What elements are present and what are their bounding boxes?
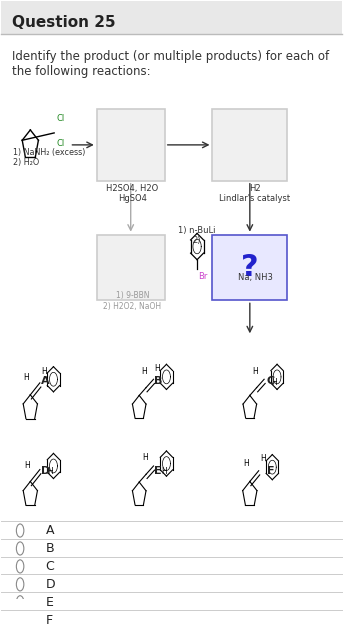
Text: H: H	[141, 367, 147, 376]
Text: E: E	[154, 466, 162, 475]
Text: Cl: Cl	[57, 139, 65, 148]
Text: Identify the product (or multiple products) for each of the following reactions:: Identify the product (or multiple produc…	[12, 50, 329, 78]
Text: H: H	[23, 373, 29, 382]
Text: D: D	[41, 466, 50, 475]
Text: D: D	[46, 578, 55, 591]
Text: C: C	[266, 376, 274, 386]
Text: F: F	[46, 614, 53, 624]
Text: E: E	[46, 596, 54, 609]
Text: A: A	[41, 376, 50, 386]
Text: H2SO4, H2O
HgSO4: H2SO4, H2O HgSO4	[106, 183, 159, 203]
Text: H: H	[41, 367, 47, 376]
Text: H: H	[24, 461, 30, 469]
Text: Cl: Cl	[57, 114, 65, 124]
Text: H: H	[154, 364, 160, 373]
Text: H: H	[272, 378, 277, 388]
Text: Br: Br	[198, 271, 208, 281]
Text: H: H	[47, 467, 53, 477]
Text: A: A	[46, 524, 54, 537]
Text: 1) NaNH₂ (excess)
2) H₂O: 1) NaNH₂ (excess) 2) H₂O	[13, 148, 86, 167]
FancyBboxPatch shape	[1, 1, 342, 34]
Text: Na, NH3: Na, NH3	[238, 273, 272, 283]
Text: H: H	[260, 454, 266, 463]
Text: Question 25: Question 25	[12, 15, 115, 30]
FancyBboxPatch shape	[97, 235, 165, 300]
Text: 1) n-BuLi
2): 1) n-BuLi 2)	[178, 226, 216, 245]
Text: 1) 9-BBN
2) H2O2, NaOH: 1) 9-BBN 2) H2O2, NaOH	[103, 291, 161, 311]
Text: H: H	[161, 467, 167, 477]
Text: F: F	[266, 466, 274, 475]
FancyBboxPatch shape	[212, 109, 287, 181]
Text: H: H	[252, 367, 258, 376]
Text: H2
Lindlar's catalyst: H2 Lindlar's catalyst	[219, 183, 290, 203]
FancyBboxPatch shape	[97, 109, 165, 181]
Text: H: H	[142, 453, 148, 462]
FancyBboxPatch shape	[212, 235, 287, 300]
Text: ?: ?	[241, 253, 259, 282]
Text: B: B	[154, 376, 162, 386]
Text: H: H	[244, 459, 249, 469]
Text: B: B	[46, 542, 54, 555]
Text: C: C	[46, 560, 54, 573]
